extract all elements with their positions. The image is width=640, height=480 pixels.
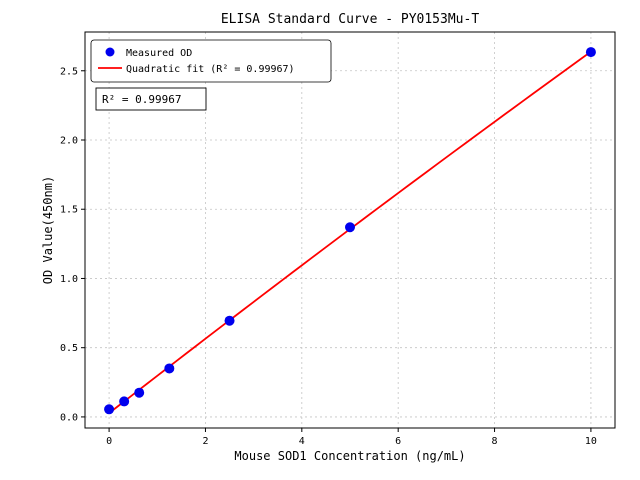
tick-layer: 0 2 4 6 8 10 0.0 0.5 1.0 1.5 2.0 2.5 [60,66,597,447]
legend-label-measured: Measured OD [126,48,192,59]
legend-frame [90,39,332,83]
legend: Measured OD Quadratic fit (R² = 0.99967) [90,39,332,83]
data-point [345,222,355,233]
x-tick-label: 0 [106,436,112,447]
data-point [164,363,175,374]
r-squared-annotation: R² = 0.99967 [95,87,207,111]
x-tick-label: 10 [585,436,597,447]
plot-area-border [84,31,616,429]
data-point [119,396,130,407]
annotation-frame [95,87,207,111]
chart-title: ELISA Standard Curve - PY0153Mu-T [221,12,479,27]
legend-marker-measured [105,47,115,57]
annotation-text: R² = 0.99967 [102,93,181,106]
y-tick-label: 2.5 [60,66,78,77]
y-axis-label: OD Value(450nm) [41,176,55,284]
y-tick-label: 2.0 [60,136,78,147]
x-tick-label: 6 [395,436,401,447]
y-tick-label: 1.0 [60,274,78,285]
y-tick-label: 1.5 [60,205,78,216]
x-tick-label: 4 [299,436,305,447]
x-axis-label: Mouse SOD1 Concentration (ng/mL) [234,449,465,463]
measured-points [104,47,596,415]
data-point [104,404,115,415]
y-tick-label: 0.0 [60,412,78,423]
x-tick-label: 8 [492,436,498,447]
data-point [585,47,596,58]
data-point [224,315,235,326]
x-tick-label: 2 [202,436,208,447]
legend-label-fit: Quadratic fit (R² = 0.99967) [126,64,295,75]
data-point [134,387,145,398]
y-tick-label: 0.5 [60,343,78,354]
